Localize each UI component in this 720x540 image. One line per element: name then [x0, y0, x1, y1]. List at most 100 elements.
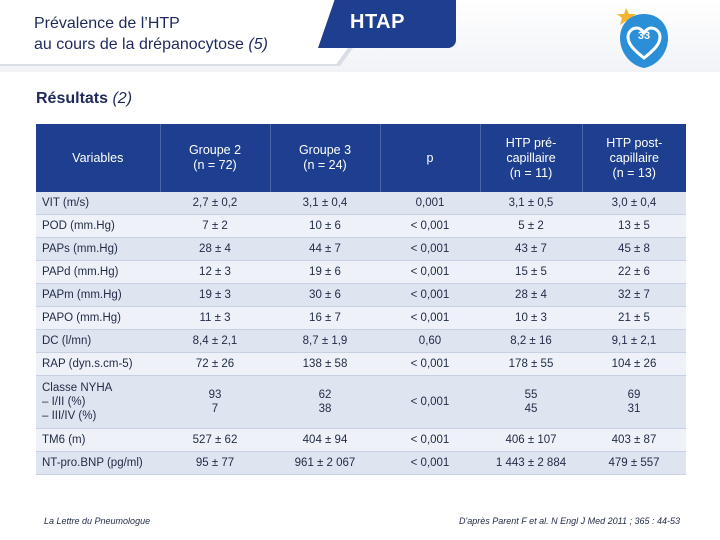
- table-cell: 406 ± 107: [480, 428, 582, 452]
- table-cell: < 0,001: [380, 214, 480, 238]
- table-row: PAPO (mm.Hg) 11 ± 3 16 ± 7 < 0,001 10 ± 3 21 …: [36, 306, 686, 330]
- table-cell: 403 ± 87: [582, 428, 686, 452]
- column-header-line: (n = 11): [509, 165, 553, 180]
- column-header: HTP post-capillaire (n = 13): [581, 124, 686, 192]
- table-row: PAPd (mm.Hg) 12 ± 3 19 ± 6 < 0,001 15 ± 5 22 …: [36, 260, 686, 284]
- table-cell: 178 ± 55: [480, 352, 582, 376]
- row-label: RAP (dyn.s.cm-5): [36, 352, 160, 376]
- table-cell: 8,7 ± 1,9: [270, 329, 380, 353]
- column-header: Variables: [36, 124, 160, 192]
- table-cell: 21 ± 5: [582, 306, 686, 330]
- table-cell: 1 443 ± 2 884: [480, 451, 582, 475]
- slide-title: Prévalence de l’HTP au cours de la drépa…: [34, 13, 268, 55]
- table-cell: 32 ± 7: [582, 283, 686, 307]
- row-label-line: Classe NYHA: [42, 382, 113, 394]
- table-cell: 3,1 ± 0,4: [270, 192, 380, 215]
- column-header-line: Variables: [72, 150, 124, 165]
- slide-title-line1: Prévalence de l’HTP: [34, 15, 180, 32]
- table-cell: 138 ± 58: [270, 352, 380, 376]
- table-row: TM6 (m) 527 ± 62 404 ± 94 < 0,001 406 ± 107 4…: [36, 428, 686, 452]
- column-header: HTP pré-capillaire (n = 11): [479, 124, 582, 192]
- table-cell-line: 93: [208, 389, 222, 401]
- table-body: VIT (m/s) 2,7 ± 0,2 3,1 ± 0,4 0,001 3,1 ± 0,…: [36, 192, 686, 475]
- table-cell: 9,1 ± 2,1: [582, 329, 686, 353]
- table-cell: 404 ± 94: [270, 428, 380, 452]
- table-cell: 961 ± 2 067: [270, 451, 380, 475]
- table-cell: 3,1 ± 0,5: [480, 192, 582, 215]
- table-cell: 10 ± 3: [480, 306, 582, 330]
- table-cell-line: 45: [524, 403, 538, 415]
- footer-citation: D'après Parent F et al. N Engl J Med 201…: [458, 516, 680, 526]
- table-row: POD (mm.Hg) 7 ± 2 10 ± 6 < 0,001 5 ± 2 13 ± 5: [36, 214, 686, 238]
- table-cell: 19 ± 6: [270, 260, 380, 284]
- row-label: NT-pro.BNP (pg/ml): [36, 451, 160, 475]
- table-cell-line: 55: [524, 389, 538, 401]
- table-cell: 44 ± 7: [270, 237, 380, 261]
- table-cell: 11 ± 3: [160, 306, 270, 330]
- section-title: Résultats (2): [36, 90, 132, 108]
- slide-title-line2-main: au cours de la drépanocytose: [34, 36, 244, 53]
- table-cell: 30 ± 6: [270, 283, 380, 307]
- row-label: DC (l/mn): [36, 329, 160, 353]
- table-cell: < 0,001: [380, 352, 480, 376]
- column-header-line: HTP post-: [606, 135, 663, 150]
- table-cell: 2,7 ± 0,2: [160, 192, 270, 215]
- table-row: VIT (m/s) 2,7 ± 0,2 3,1 ± 0,4 0,001 3,1 ± 0,…: [36, 192, 686, 215]
- column-header: Groupe 2 (n = 72): [159, 124, 270, 192]
- section-title-ref: (2): [108, 90, 133, 107]
- table-cell: 93 7: [160, 375, 270, 429]
- table-cell-line: 38: [318, 403, 332, 415]
- table-cell: 527 ± 62: [160, 428, 270, 452]
- table-cell: 28 ± 4: [160, 237, 270, 261]
- table-cell: 69 31: [582, 375, 686, 429]
- column-header-line: (n = 24): [303, 158, 347, 172]
- table-cell: < 0,001: [380, 283, 480, 307]
- table-cell: 16 ± 7: [270, 306, 380, 330]
- title-box: [0, 6, 378, 64]
- table-cell-line: 7: [211, 403, 219, 415]
- heart-badge-icon: [617, 8, 668, 68]
- table-cell: 15 ± 5: [480, 260, 582, 284]
- table-cell-line: < 0,001: [410, 396, 450, 408]
- table-cell: 95 ± 77: [160, 451, 270, 475]
- table-cell: 10 ± 6: [270, 214, 380, 238]
- row-label: TM6 (m): [36, 428, 160, 452]
- table-cell-line: 69: [627, 389, 641, 401]
- table-cell: 12 ± 3: [160, 260, 270, 284]
- table-cell: 104 ± 26: [582, 352, 686, 376]
- table-row: PAPm (mm.Hg) 19 ± 3 30 ± 6 < 0,001 28 ± 4 32 …: [36, 283, 686, 307]
- table-cell: 5 ± 2: [480, 214, 582, 238]
- table-cell: 62 38: [270, 375, 380, 429]
- table-row: RAP (dyn.s.cm-5) 72 ± 26 138 ± 58 < 0,001 17…: [36, 352, 686, 376]
- table-cell: 8,4 ± 2,1: [160, 329, 270, 353]
- table-cell: 45 ± 8: [582, 237, 686, 261]
- table-header: Variables Groupe 2 (n = 72) Groupe 3 (n = 24…: [36, 124, 686, 192]
- table-cell: 0,001: [380, 192, 480, 215]
- table-row: Classe NYHA – I/II (%) – III/IV (%) 93 7 62 38…: [36, 375, 686, 429]
- row-label: PAPs (mm.Hg): [36, 237, 160, 261]
- row-label: VIT (m/s): [36, 192, 160, 215]
- table-cell: < 0,001: [380, 237, 480, 261]
- row-label: PAPO (mm.Hg): [36, 306, 160, 330]
- table-cell: < 0,001: [380, 428, 480, 452]
- column-header-line: Groupe 3: [298, 143, 352, 157]
- topic-label: HTAP: [350, 11, 405, 33]
- column-header-line: capillaire: [609, 150, 659, 165]
- column-header-line: capillaire: [506, 150, 556, 165]
- table-cell: 19 ± 3: [160, 283, 270, 307]
- table-header-row: Variables Groupe 2 (n = 72) Groupe 3 (n = 24…: [36, 124, 686, 192]
- table-cell: 13 ± 5: [582, 214, 686, 238]
- table-cell: < 0,001: [380, 375, 480, 429]
- column-header-line: p: [426, 150, 434, 165]
- slide-title-ref: (5): [243, 36, 268, 53]
- table-row: DC (l/mn) 8,4 ± 2,1 8,7 ± 1,9 0,60 8,2 ± 16 9…: [36, 329, 686, 353]
- row-label: PAPd (mm.Hg): [36, 260, 160, 284]
- section-title-text: Résultats: [36, 90, 109, 107]
- column-header: p: [379, 124, 480, 192]
- column-header-line: Groupe 2: [188, 143, 242, 157]
- table-cell: 43 ± 7: [480, 237, 582, 261]
- table-cell: 55 45: [480, 375, 582, 429]
- table-cell: 28 ± 4: [480, 283, 582, 307]
- row-label: Classe NYHA – I/II (%) – III/IV (%): [36, 375, 160, 429]
- table-cell: 0,60: [380, 329, 480, 353]
